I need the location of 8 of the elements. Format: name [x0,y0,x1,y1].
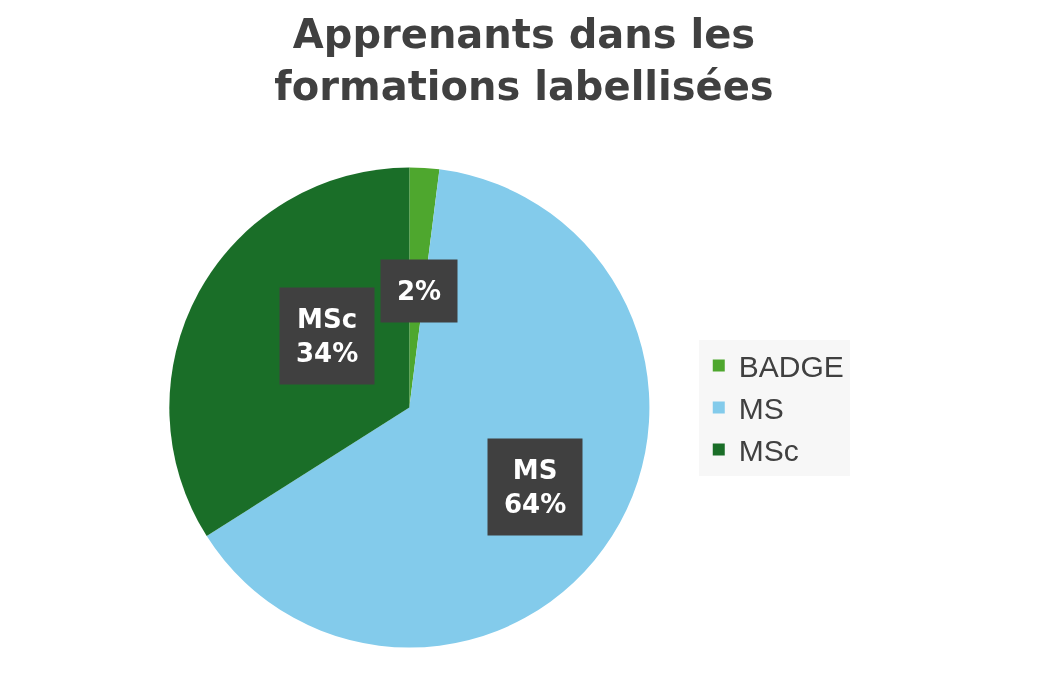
data-label: MSc 34% [296,304,359,368]
data-label: MS 64% [504,455,567,519]
pie-slice [206,169,650,648]
chart-title: Apprenants dans les formations labellisées [274,11,774,109]
legend-label: MS [738,392,784,426]
data-label: 2% [397,276,442,306]
legend-label: BADGE [738,350,844,384]
legend-label: MSc [738,434,799,468]
